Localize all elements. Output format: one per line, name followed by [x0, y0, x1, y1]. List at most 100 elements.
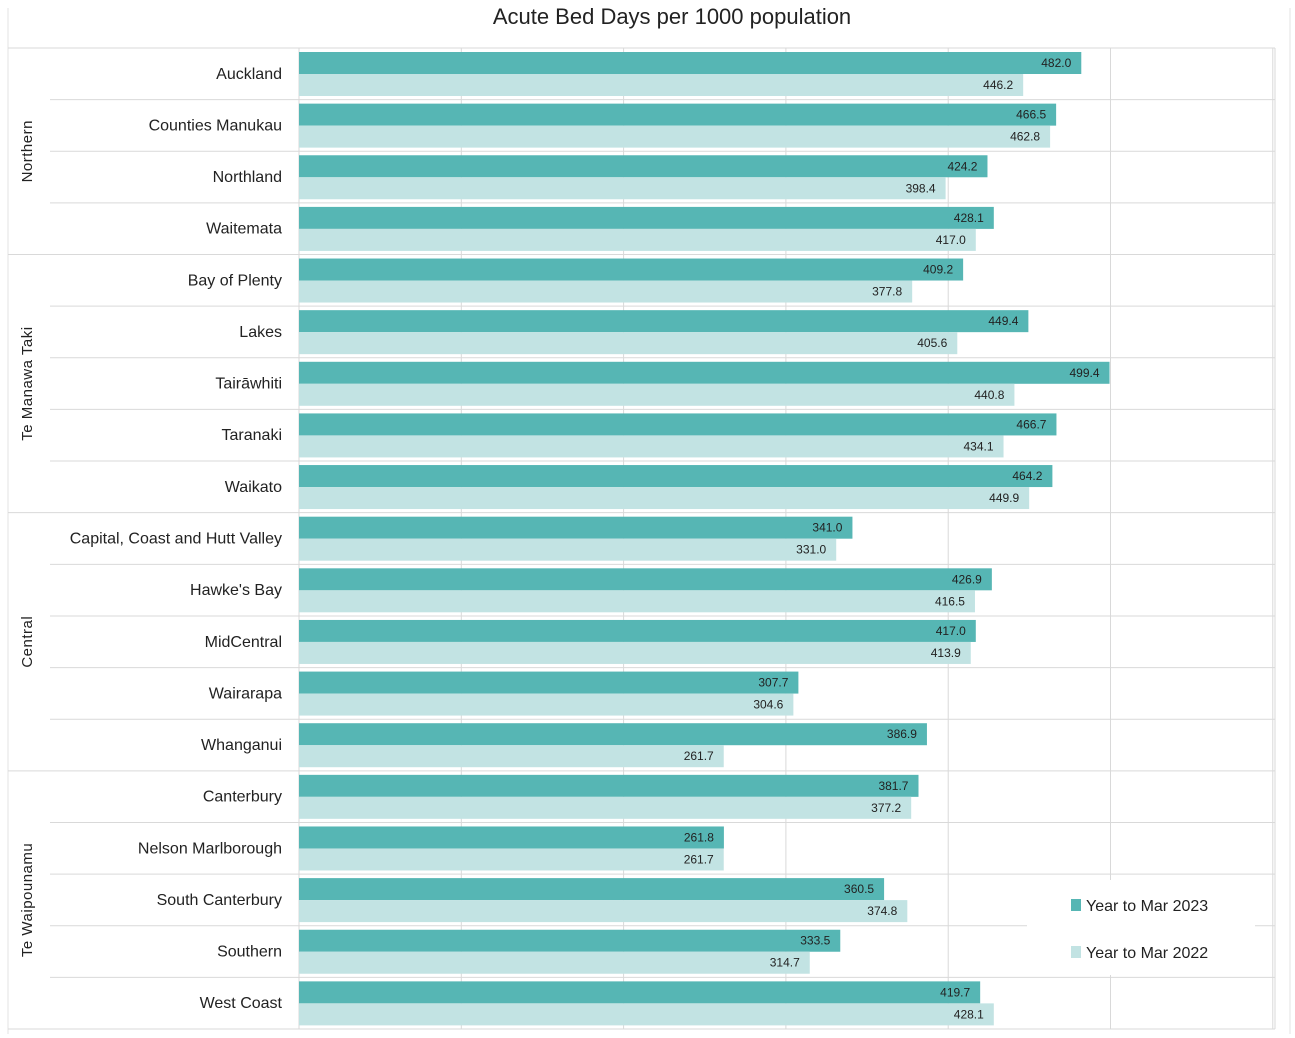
category-label: Whanganui	[201, 737, 282, 754]
bar-2023	[299, 671, 799, 694]
data-label: 377.8	[872, 285, 902, 299]
data-label: 434.1	[964, 439, 994, 453]
data-label: 413.9	[931, 646, 961, 660]
legend: Year to Mar 2023 Year to Mar 2022	[1027, 880, 1255, 975]
data-label: 409.2	[923, 263, 953, 277]
data-label: 261.7	[684, 852, 714, 866]
category-label: Capital, Coast and Hutt Valley	[70, 531, 282, 548]
data-label: 333.5	[800, 934, 830, 948]
category-label: Northland	[213, 169, 282, 186]
bar-2022	[299, 177, 946, 200]
data-label: 466.7	[1016, 417, 1046, 431]
category-label: MidCentral	[205, 634, 282, 651]
category-label: Southern	[217, 944, 282, 961]
bar-2022	[299, 1003, 994, 1026]
data-label: 464.2	[1012, 469, 1042, 483]
bar-2023	[299, 310, 1029, 333]
data-label: 462.8	[1010, 130, 1040, 144]
data-label: 360.5	[844, 882, 874, 896]
data-label: 405.6	[917, 336, 947, 350]
category-label: West Coast	[200, 995, 283, 1012]
bar-2022	[299, 848, 724, 871]
data-label: 426.9	[952, 572, 982, 586]
category-label: Wairarapa	[209, 685, 282, 702]
data-label: 449.9	[989, 491, 1019, 505]
bar-2022	[299, 641, 971, 664]
data-label: 314.7	[770, 956, 800, 970]
group-label: Northern	[19, 120, 36, 182]
bar-2022	[299, 74, 1024, 96]
data-label: 428.1	[954, 1007, 984, 1021]
bar-2022	[299, 745, 724, 768]
chart-title: Acute Bed Days per 1000 population	[493, 4, 851, 29]
category-label: Nelson Marlborough	[138, 840, 282, 857]
data-label: 261.7	[684, 749, 714, 763]
bar-2023	[299, 155, 988, 178]
category-label: Taranaki	[222, 427, 282, 444]
data-label: 482.0	[1041, 56, 1071, 70]
category-label: Tairāwhiti	[215, 376, 282, 393]
bar-2023	[299, 826, 724, 849]
data-label: 417.0	[936, 624, 966, 638]
bar-2022	[299, 280, 913, 303]
category-label: Waikato	[225, 479, 282, 496]
bars-layer: 482.0 446.2 466.5 462.8 424.2 398.4 428.1 417.0…	[299, 52, 1110, 1026]
bar-2022	[299, 590, 975, 613]
category-label: Bay of Plenty	[188, 272, 282, 289]
legend-swatch	[1071, 899, 1081, 911]
data-label: 499.4	[1069, 366, 1099, 380]
data-label: 440.8	[974, 388, 1004, 402]
bar-2022	[299, 796, 912, 819]
bar-2023	[299, 206, 994, 229]
data-label: 417.0	[936, 233, 966, 247]
category-label: South Canterbury	[157, 892, 282, 909]
group-label: Te Manawa Taki	[19, 326, 36, 440]
data-label: 386.9	[887, 727, 917, 741]
data-label: 466.5	[1016, 108, 1046, 122]
category-label: Counties Manukau	[149, 117, 282, 134]
bar-2022	[299, 487, 1030, 510]
data-label: 341.0	[812, 521, 842, 535]
data-label: 377.2	[871, 801, 901, 815]
bar-2022	[299, 435, 1004, 458]
bar-2022	[299, 228, 976, 251]
group-label: Central	[19, 616, 36, 668]
category-label: Hawke's Bay	[190, 582, 282, 599]
bar-2023	[299, 465, 1053, 488]
category-label: Waitemata	[206, 221, 282, 238]
bar-2023	[299, 516, 853, 539]
data-label: 446.2	[983, 78, 1013, 92]
data-label: 374.8	[867, 904, 897, 918]
bar-2023	[299, 52, 1082, 74]
category-label: Lakes	[239, 324, 282, 341]
bar-2023	[299, 619, 976, 642]
bar-2023	[299, 258, 964, 281]
bar-2023	[299, 878, 885, 901]
legend-label: Year to Mar 2023	[1086, 898, 1208, 915]
legend-label: Year to Mar 2022	[1086, 945, 1208, 962]
bar-2023	[299, 981, 981, 1004]
data-label: 381.7	[878, 779, 908, 793]
legend-background	[1027, 880, 1255, 975]
bar-2023	[299, 103, 1057, 126]
data-label: 428.1	[954, 211, 984, 225]
data-label: 261.8	[684, 830, 714, 844]
bar-2023	[299, 413, 1057, 436]
bar-2022	[299, 693, 794, 716]
data-label: 424.2	[947, 159, 977, 173]
bar-2023	[299, 929, 841, 952]
bar-2023	[299, 723, 927, 746]
category-label: Auckland	[216, 66, 282, 83]
data-label: 398.4	[906, 181, 936, 195]
bar-2023	[299, 774, 919, 797]
group-label: Te Waipounamu	[19, 843, 36, 957]
data-label: 416.5	[935, 594, 965, 608]
category-label: Canterbury	[203, 789, 282, 806]
bar-2023	[299, 568, 992, 591]
bar-2022	[299, 125, 1051, 148]
bar-2022	[299, 332, 958, 355]
bar-2022	[299, 900, 908, 923]
data-label: 307.7	[758, 676, 788, 690]
